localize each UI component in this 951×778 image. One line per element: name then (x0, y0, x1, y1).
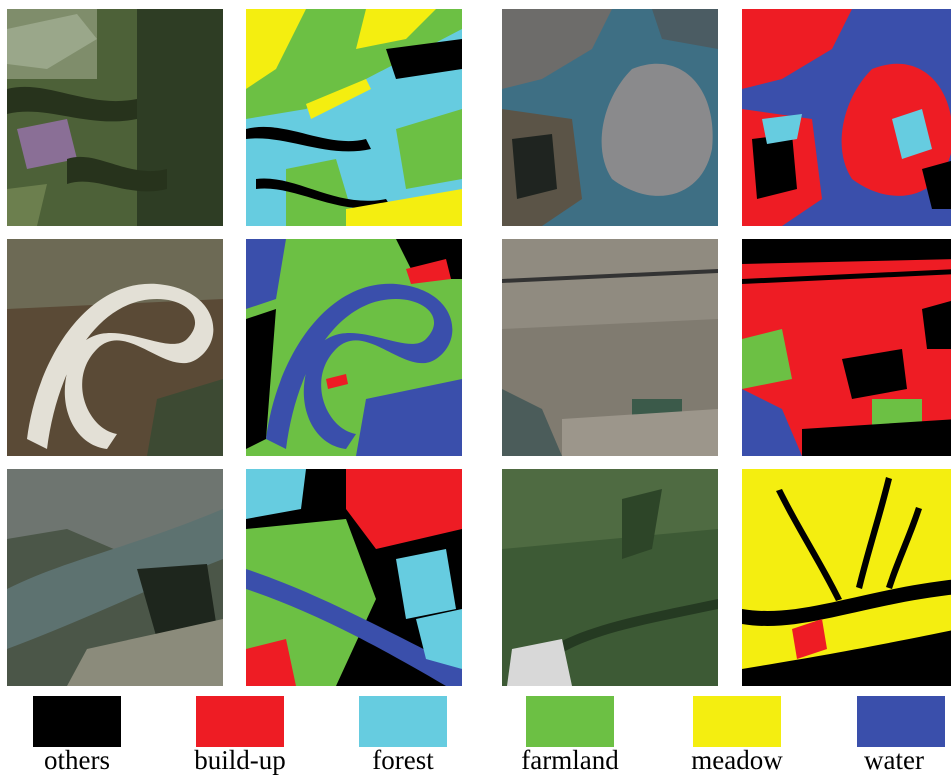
classification-map-mountain-forest (742, 469, 951, 686)
legend-color-others (33, 696, 121, 747)
satellite-image-river-delta-city (7, 469, 223, 686)
legend-swatch-meadow (693, 696, 781, 747)
classification-map-river-delta-city (246, 469, 462, 686)
satellite-image-island-city (502, 9, 718, 226)
legend-label-forest: forest (372, 745, 434, 775)
legend-color-forest (359, 696, 447, 747)
legend-swatch-water (857, 696, 945, 747)
classification-map-river-meander (246, 239, 462, 456)
classification-map-rural-hills (246, 9, 462, 226)
legend-label-build-up: build-up (194, 745, 286, 775)
legend-label-meadow: meadow (691, 745, 783, 775)
legend-swatch-forest (359, 696, 447, 747)
legend-label-water: water (864, 745, 924, 775)
classification-map-urban-sprawl (742, 239, 951, 456)
legend-color-farmland (526, 696, 614, 747)
satellite-image-river-meander (7, 239, 223, 456)
satellite-image-mountain-forest (502, 469, 718, 686)
satellite-image-urban-sprawl (502, 239, 718, 456)
legend-color-meadow (693, 696, 781, 747)
classification-map-island-city (742, 9, 951, 226)
legend-swatch-others (33, 696, 121, 747)
legend-label-others: others (44, 745, 110, 775)
legend-swatch-build-up (196, 696, 284, 747)
satellite-image-rural-hills (7, 9, 223, 226)
legend-color-build-up (196, 696, 284, 747)
legend-swatch-farmland (526, 696, 614, 747)
legend-color-water (857, 696, 945, 747)
legend-label-farmland: farmland (521, 745, 619, 775)
